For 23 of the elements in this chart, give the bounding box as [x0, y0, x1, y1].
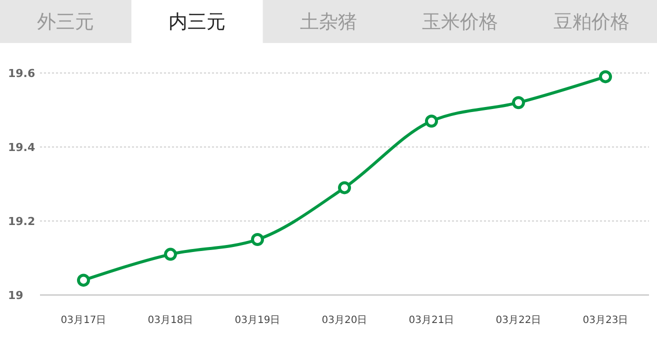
y-tick-label: 19 [8, 289, 24, 302]
x-tick-label: 03月18日 [148, 315, 194, 326]
x-tick-label: 03月23日 [582, 315, 628, 326]
x-tick-label: 03月22日 [496, 315, 542, 326]
text: 玉米价格 [422, 11, 498, 33]
y-tick-label: 19.6 [8, 67, 36, 80]
point [77, 274, 90, 287]
point [251, 233, 264, 246]
y-tick-label: 19.2 [8, 215, 36, 228]
text: 外三元 [37, 11, 94, 33]
x-tick-label: 03月20日 [322, 315, 368, 326]
point [338, 181, 351, 194]
point [164, 248, 177, 261]
chart-title: 内三元 [168, 11, 226, 33]
y-tick-label: 19.4 [8, 141, 36, 154]
x-tick-label: 03月17日 [60, 315, 106, 326]
text: 豆粕价格 [553, 11, 630, 33]
point [425, 114, 438, 128]
text: 土杂猪 [300, 11, 357, 33]
point [512, 96, 525, 110]
x-tick-label: 03月21日 [408, 315, 454, 326]
point [599, 70, 612, 84]
x-tick-label: 03月19日 [234, 315, 280, 326]
